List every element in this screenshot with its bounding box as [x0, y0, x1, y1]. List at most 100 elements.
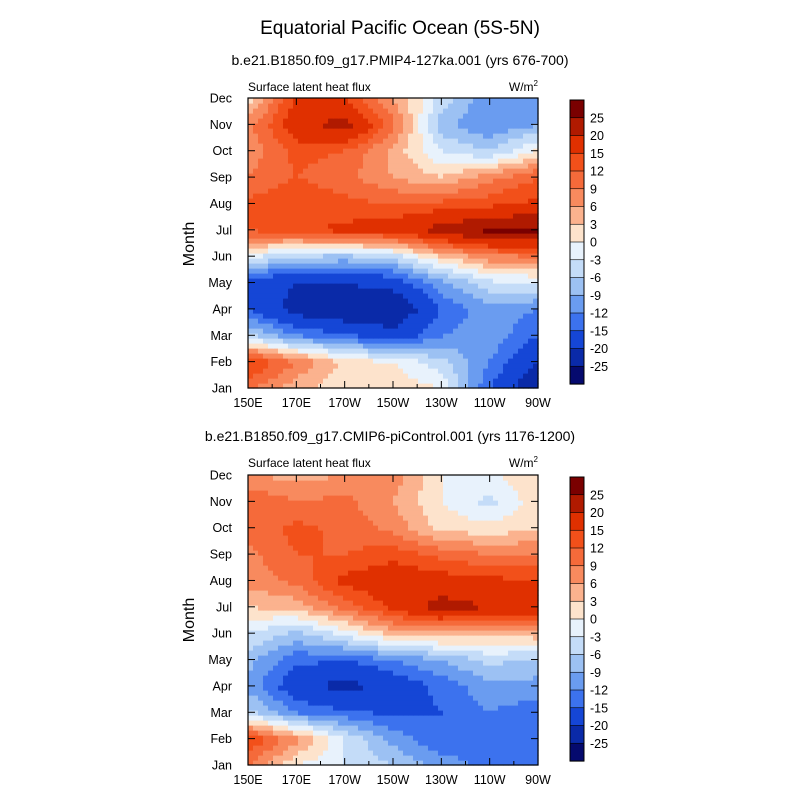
heatmap-cell: [443, 333, 449, 339]
heatmap-cell: [338, 660, 344, 666]
heatmap-cell: [303, 278, 309, 284]
heatmap-cell: [428, 218, 434, 224]
heatmap-cell: [403, 740, 409, 746]
heatmap-cell: [273, 288, 279, 294]
heatmap-cell: [523, 178, 529, 184]
heatmap-cell: [523, 685, 529, 691]
heatmap-cell: [363, 665, 369, 671]
heatmap-cell: [453, 705, 459, 711]
heatmap-cell: [483, 118, 489, 124]
heatmap-cell: [423, 138, 429, 144]
heatmap-cell: [363, 238, 369, 244]
heatmap-cell: [328, 268, 334, 274]
heatmap-cell: [273, 755, 279, 761]
heatmap-cell: [413, 378, 419, 384]
heatmap-cell: [323, 373, 329, 379]
heatmap-cell: [298, 735, 304, 741]
heatmap-cell: [338, 378, 344, 384]
heatmap-cell: [378, 363, 384, 369]
heatmap-cell: [523, 298, 529, 304]
heatmap-cell: [508, 690, 514, 696]
heatmap-cell: [488, 313, 494, 319]
heatmap-cell: [338, 735, 344, 741]
heatmap-cell: [388, 685, 394, 691]
heatmap-cell: [323, 353, 329, 359]
heatmap-cell: [518, 253, 524, 259]
heatmap-cell: [458, 298, 464, 304]
heatmap-cell: [373, 238, 379, 244]
heatmap-cell: [288, 248, 294, 254]
heatmap-cell: [353, 710, 359, 716]
heatmap-cell: [253, 98, 259, 104]
heatmap-cell: [278, 680, 284, 686]
heatmap-cell: [508, 233, 514, 239]
heatmap-cell: [368, 755, 374, 761]
heatmap-cell: [428, 363, 434, 369]
heatmap-cell: [528, 685, 534, 691]
heatmap-cell: [508, 745, 514, 751]
heatmap-cell: [353, 288, 359, 294]
heatmap-cell: [458, 680, 464, 686]
heatmap-cell: [268, 755, 274, 761]
heatmap-cell: [383, 133, 389, 139]
heatmap-cell: [508, 218, 514, 224]
heatmap-cell: [268, 650, 274, 656]
heatmap-cell: [428, 303, 434, 309]
heatmap-cell: [393, 178, 399, 184]
heatmap-cell: [418, 128, 424, 134]
heatmap-cell: [488, 203, 494, 209]
heatmap-cell: [388, 218, 394, 224]
heatmap-cell: [248, 138, 254, 144]
heatmap-cell: [318, 690, 324, 696]
heatmap-cell: [393, 328, 399, 334]
heatmap-cell: [433, 760, 439, 766]
heatmap-cell: [328, 278, 334, 284]
heatmap-cell: [313, 178, 319, 184]
heatmap-cell: [343, 368, 349, 374]
heatmap-cell: [393, 263, 399, 269]
heatmap-cell: [333, 163, 339, 169]
heatmap-cell: [298, 690, 304, 696]
heatmap-cell: [453, 383, 459, 389]
panel-title: b.e21.B1850.f09_g17.CMIP6-piControl.001 …: [205, 428, 575, 444]
heatmap-cell: [368, 323, 374, 329]
heatmap-cell: [333, 213, 339, 219]
heatmap-cell: [313, 213, 319, 219]
heatmap-cell: [398, 253, 404, 259]
heatmap-cell: [278, 213, 284, 219]
heatmap-cell: [533, 383, 539, 389]
heatmap-cell: [333, 755, 339, 761]
heatmap-cell: [368, 198, 374, 204]
heatmap-cell: [358, 263, 364, 269]
heatmap-cell: [528, 313, 534, 319]
heatmap-cell: [273, 675, 279, 681]
heatmap-cell: [323, 273, 329, 279]
heatmap-cell: [378, 223, 384, 229]
heatmap-cell: [283, 303, 289, 309]
heatmap-cell: [428, 650, 434, 656]
heatmap-cell: [333, 288, 339, 294]
heatmap-cell: [388, 665, 394, 671]
heatmap-cell: [518, 640, 524, 646]
heatmap-cell: [313, 695, 319, 701]
heatmap-cell: [428, 338, 434, 344]
heatmap-cell: [523, 158, 529, 164]
heatmap-cell: [383, 343, 389, 349]
heatmap-cell: [253, 178, 259, 184]
heatmap-cell: [383, 123, 389, 129]
heatmap-cell: [418, 710, 424, 716]
heatmap-cell: [258, 308, 264, 314]
heatmap-cell: [408, 233, 414, 239]
heatmap-cell: [483, 303, 489, 309]
heatmap-cell: [503, 218, 509, 224]
heatmap-cell: [343, 298, 349, 304]
heatmap-cell: [508, 188, 514, 194]
heatmap-cell: [303, 745, 309, 751]
heatmap-cell: [408, 640, 414, 646]
heatmap-cell: [468, 755, 474, 761]
heatmap-cell: [313, 755, 319, 761]
heatmap-cell: [373, 343, 379, 349]
heatmap-cell: [498, 328, 504, 334]
heatmap-cell: [473, 193, 479, 199]
heatmap-cell: [303, 675, 309, 681]
